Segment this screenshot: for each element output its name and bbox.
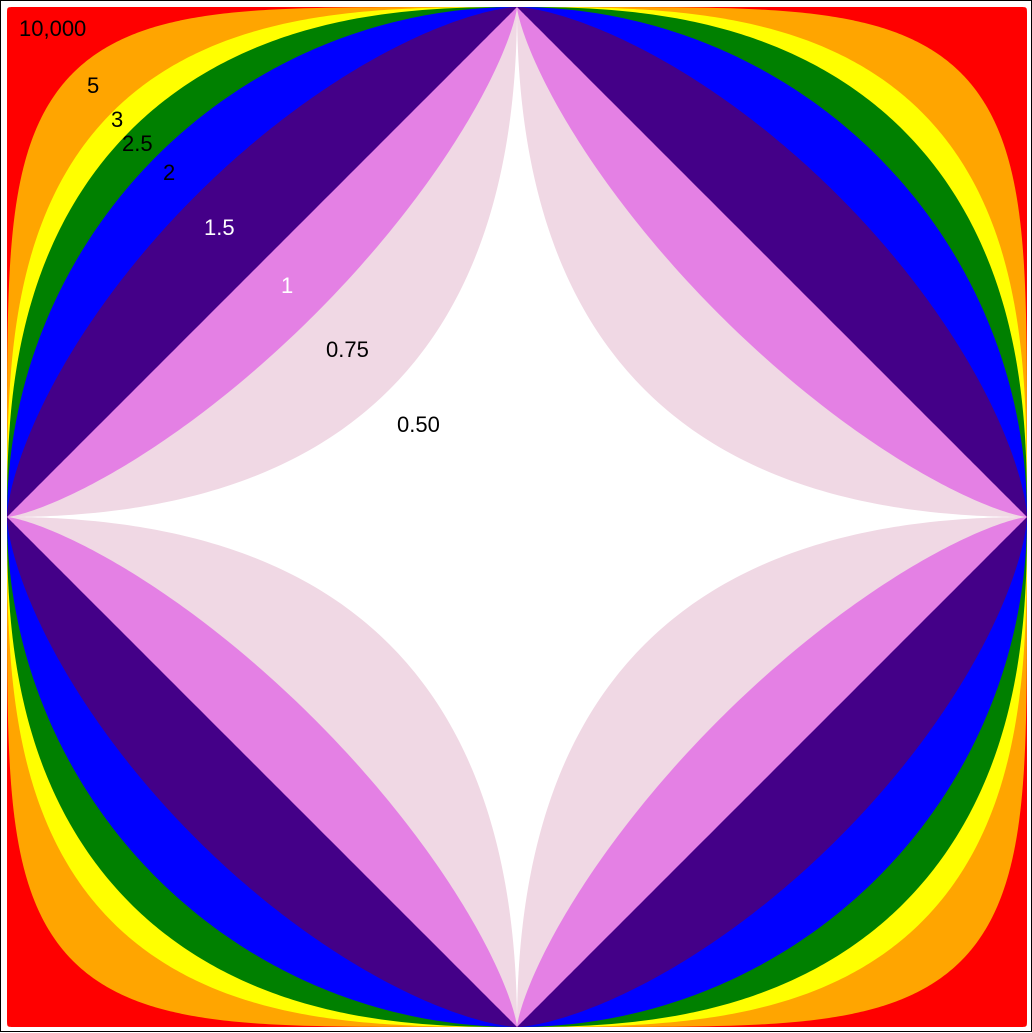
label-exponent-2-5: 2.5 [122,131,153,156]
exponent-labels: 10,000 5 3 2.5 2 1.5 1 0.75 0.50 [19,16,440,437]
superellipse-shapes [7,7,1027,1027]
superellipse-band-0-50 [7,7,1027,1027]
label-exponent-3: 3 [111,107,123,132]
label-exponent-10000: 10,000 [19,16,86,41]
label-exponent-5: 5 [87,73,99,98]
label-exponent-2: 2 [163,160,175,185]
label-exponent-1: 1 [281,273,293,298]
label-exponent-0-50: 0.50 [397,412,440,437]
label-exponent-0-75: 0.75 [326,337,369,362]
label-exponent-1-5: 1.5 [204,215,235,240]
